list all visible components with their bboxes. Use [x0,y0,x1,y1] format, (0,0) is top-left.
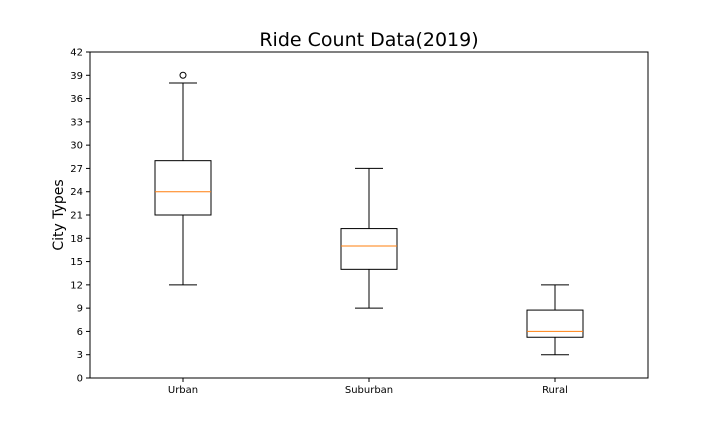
outlier-urban [179,71,187,79]
y-tick-label: 15 [70,257,83,268]
x-tick-label: Suburban [345,385,393,396]
y-tick-label: 27 [70,164,83,175]
y-tick-label: 24 [70,187,83,198]
chart-title: Ride Count Data(2019) [259,29,478,51]
y-tick-label: 39 [70,71,83,82]
box-suburban [340,228,398,270]
box-urban [154,160,212,216]
y-tick-label: 18 [70,234,83,245]
y-tick-label: 0 [77,374,83,385]
x-tick-label: Urban [168,385,198,396]
y-tick-label: 3 [77,350,83,361]
y-tick-label: 36 [70,94,83,105]
y-tick-label: 21 [70,211,83,222]
y-tick-label: 6 [77,327,83,338]
y-tick-label: 9 [77,304,83,315]
y-tick-label: 30 [70,141,83,152]
box-rural [526,309,584,338]
y-tick-label: 12 [70,280,83,291]
x-tick-label: Rural [542,385,568,396]
y-tick-label: 33 [70,117,83,128]
y-tick-label: 42 [70,48,83,59]
y-axis-label: City Types [51,179,67,250]
